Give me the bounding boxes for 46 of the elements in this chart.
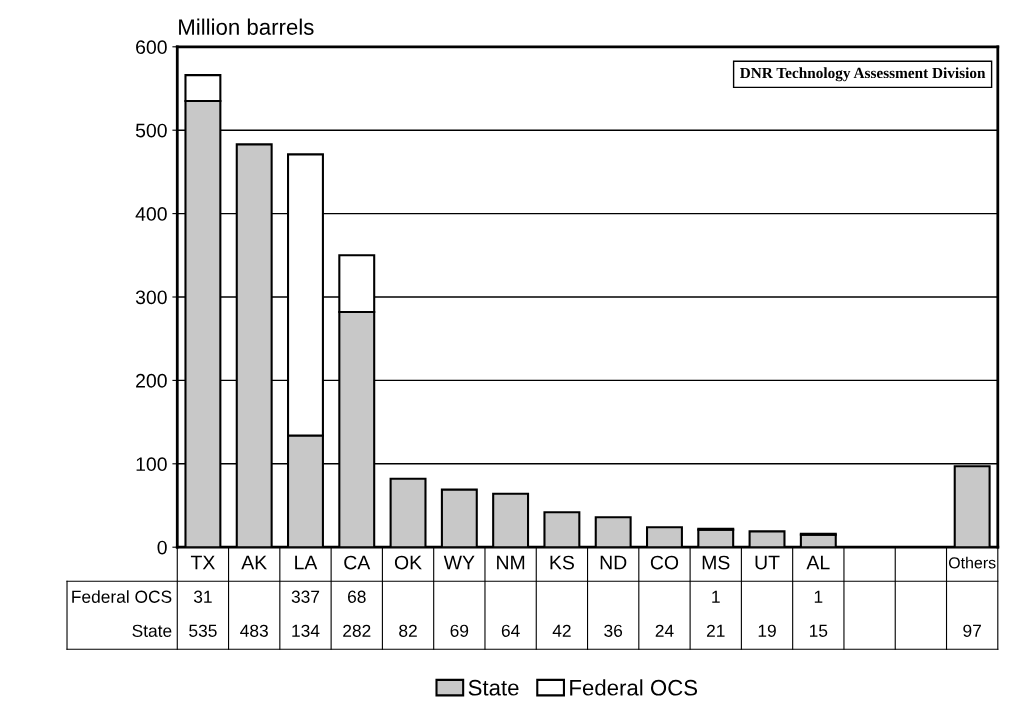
data-label: 69 <box>450 624 469 637</box>
y-tick-label: 600 <box>136 40 167 55</box>
legend-label: State <box>468 679 519 696</box>
text: State <box>132 624 172 637</box>
data-label: 97 <box>963 624 981 637</box>
data-label: 42 <box>552 624 571 637</box>
x-tick-label: AL <box>806 555 830 570</box>
data-label: 483 <box>240 624 268 637</box>
data-label: 134 <box>292 624 320 637</box>
legend-label: Federal OCS <box>570 679 698 696</box>
y-tick-label: 200 <box>136 373 167 388</box>
x-tick-label: KS <box>550 555 574 570</box>
data-label: 337 <box>291 590 320 603</box>
x-tick-label: ND <box>600 555 627 570</box>
data-label: 31 <box>193 590 212 603</box>
y-tick-label: 0 <box>157 540 167 555</box>
x-tick-label: CO <box>650 555 679 570</box>
data-label: 68 <box>347 590 366 603</box>
x-tick-label: WY <box>443 555 475 570</box>
text: Federal OCS <box>72 590 172 603</box>
x-tick-label: UT <box>755 555 780 570</box>
x-tick-label: Others <box>948 556 996 569</box>
x-tick-label: OK <box>394 555 422 570</box>
y-tick-label: 500 <box>135 123 167 138</box>
x-tick-label: LA <box>295 555 318 570</box>
data-label: 15 <box>809 624 828 637</box>
data-label: 64 <box>501 624 520 637</box>
data-label: 24 <box>655 624 674 637</box>
data-label: 36 <box>604 624 623 637</box>
y-tick-label: 100 <box>136 457 167 472</box>
data-label: 1 <box>712 590 720 603</box>
data-label: 21 <box>706 624 725 637</box>
x-tick-label: TX <box>190 555 215 570</box>
x-tick-label: CA <box>344 555 371 570</box>
data-label: 535 <box>189 624 217 637</box>
x-tick-label: AK <box>241 555 267 570</box>
y-tick-label: 400 <box>135 207 167 221</box>
data-label: 82 <box>399 624 417 637</box>
annotation: DNR Technology Assessment Division <box>739 67 986 82</box>
data-label: 1 <box>814 590 823 603</box>
data-label: 19 <box>758 624 776 637</box>
y-axis-title: Million barrels <box>179 18 314 35</box>
y-tick-label: 300 <box>135 290 167 305</box>
x-tick-label: MS <box>702 555 730 570</box>
data-label: 282 <box>343 624 371 637</box>
x-tick-label: NM <box>497 555 525 570</box>
